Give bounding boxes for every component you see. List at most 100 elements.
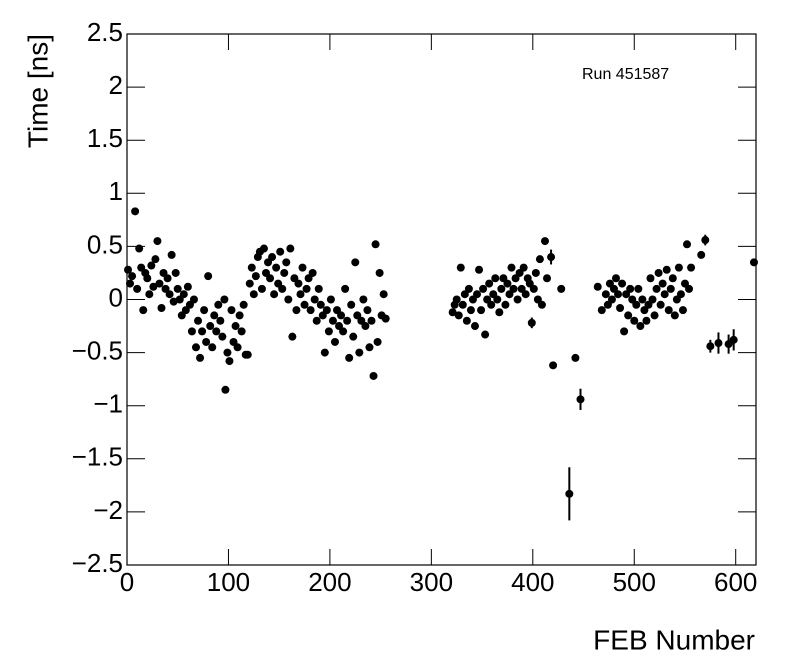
data-point [235,311,244,320]
data-point [456,263,465,272]
data-point [351,258,360,267]
data-point [507,263,516,272]
y-tick-label: 1.5 [87,123,123,153]
data-point [153,237,162,246]
data-point [658,279,667,288]
data-point [371,240,380,249]
data-point [151,255,160,264]
data-point [239,300,248,309]
data-point [312,316,321,325]
data-point [157,303,166,312]
data-point [626,284,635,293]
data-point [300,300,309,309]
data-point [668,274,677,283]
data-point [349,332,358,341]
data-point [272,263,281,272]
data-point [697,250,706,259]
data-point [620,327,629,336]
data-point [630,316,639,325]
data-point [183,282,192,291]
data-point [749,258,758,267]
data-point [365,343,374,352]
data-point [155,279,164,288]
data-point [231,322,240,331]
data-point [216,316,225,325]
data-point [607,295,616,304]
data-point [220,295,229,304]
data-point [535,255,544,264]
data-point [189,295,198,304]
y-tick-label: 2.5 [87,17,123,47]
data-point [501,300,510,309]
data-point [288,332,297,341]
y-tick-label: 2 [109,70,123,100]
data-point [243,350,252,359]
data-point [328,316,337,325]
data-point [314,284,323,293]
data-point [247,263,256,272]
data-point [485,279,494,288]
data-point [249,290,258,299]
y-axis-title: Time [ns] [22,34,53,148]
data-point [200,306,209,315]
data-point [646,274,655,283]
y-tick-label: 0.5 [87,229,123,259]
data-point [503,279,512,288]
data-point [284,295,293,304]
data-point [359,295,368,304]
data-point [557,284,566,293]
x-tick-label: 500 [613,567,656,597]
data-point [662,265,671,274]
data-point [497,284,506,293]
data-point [270,290,279,299]
data-point [547,253,556,262]
y-tick-label: −2.5 [72,548,123,578]
data-point [147,261,156,270]
data-point [652,284,661,293]
data-point [565,489,574,498]
data-point [124,265,133,274]
data-point [133,284,142,293]
data-point [491,274,500,283]
data-point [169,297,178,306]
data-point [381,314,390,323]
data-point [171,268,180,277]
data-point [179,290,188,299]
data-point [475,265,484,274]
data-point [165,290,174,299]
data-point [135,244,144,253]
data-point [212,327,221,336]
data-point [674,263,683,272]
data-point [624,311,633,320]
data-point [202,337,211,346]
data-point [634,284,643,293]
data-point [324,327,333,336]
data-point [345,353,354,362]
data-point [543,274,552,283]
x-axis-title: FEB Number [593,624,755,655]
data-point [214,300,223,309]
data-point [341,284,350,293]
data-point [529,284,538,293]
data-point [343,316,352,325]
data-point [306,306,315,315]
data-point [601,290,610,299]
data-point [339,327,348,336]
data-point [266,274,275,283]
data-point [614,290,623,299]
data-point [149,282,158,291]
data-point [286,244,295,253]
data-point [642,316,651,325]
data-point [632,300,641,309]
data-point [448,308,457,317]
data-point [375,268,384,277]
data-point [233,343,242,352]
data-point [245,279,254,288]
data-point [664,306,673,315]
data-point [194,316,203,325]
data-point [326,295,335,304]
data-point [670,311,679,320]
data-point [302,284,311,293]
data-point [495,308,504,317]
